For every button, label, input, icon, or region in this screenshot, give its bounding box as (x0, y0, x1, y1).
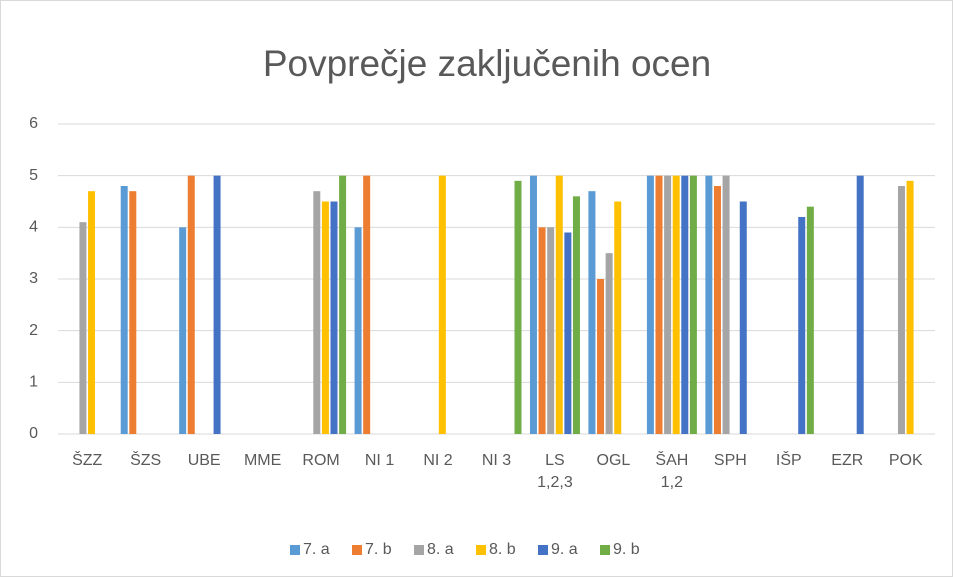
legend-label: 8. a (427, 541, 454, 558)
bar (664, 175, 672, 434)
bar (798, 217, 806, 434)
bar (438, 175, 446, 434)
legend-swatch (352, 545, 362, 555)
x-tick-label: ROM (302, 452, 340, 469)
x-tick-label: ŠAH 1,2 (655, 452, 689, 491)
bar (722, 175, 730, 434)
bar (897, 186, 905, 434)
bar (689, 175, 697, 434)
legend-label: 7. b (365, 541, 392, 558)
bar (597, 279, 605, 434)
x-tick-label: ŠZZ (72, 452, 103, 469)
bar (339, 175, 347, 434)
x-tick-label: SPH (713, 452, 747, 469)
bar (681, 175, 689, 434)
legend-swatch (538, 545, 548, 555)
bar (672, 175, 680, 434)
bar (120, 186, 128, 434)
bar (614, 201, 622, 434)
x-tick-label: MME (243, 452, 282, 469)
bar (547, 227, 555, 434)
legend-swatch (290, 545, 300, 555)
bar (655, 175, 663, 434)
x-tick-label: OGL (596, 452, 631, 469)
x-tick-label: EZR (831, 452, 864, 469)
bar (538, 227, 546, 434)
y-tick-label: 2 (29, 322, 38, 339)
bar (555, 175, 563, 434)
bar (713, 186, 721, 434)
legend-label: 7. a (303, 541, 330, 558)
x-tick-label: NI 2 (423, 452, 453, 469)
legend-swatch (414, 545, 424, 555)
bar (906, 180, 914, 434)
x-tick-label: UBE (187, 452, 221, 469)
y-tick-label: 3 (29, 270, 38, 287)
legend-swatch (600, 545, 610, 555)
bar (179, 227, 187, 434)
bar (605, 253, 613, 434)
bar (321, 201, 329, 434)
bar (79, 222, 87, 434)
bar (330, 201, 338, 434)
y-tick-label: 5 (29, 167, 38, 184)
bar (564, 232, 572, 434)
x-tick-label: ŠZS (130, 452, 162, 469)
chart-title: Povprečje zaključenih ocen (263, 43, 711, 84)
bar (739, 201, 747, 434)
bar (529, 175, 537, 434)
bar (514, 180, 522, 434)
bar (129, 191, 137, 434)
bar (313, 191, 321, 434)
y-tick-label: 1 (29, 374, 38, 391)
bar (88, 191, 96, 434)
bar (806, 206, 814, 434)
bar (187, 175, 195, 434)
bar (363, 175, 371, 434)
legend-label: 9. b (613, 541, 640, 558)
bar (705, 175, 713, 434)
bar (856, 175, 864, 434)
bar (588, 191, 596, 434)
y-tick-label: 6 (29, 115, 38, 132)
bar (354, 227, 362, 434)
legend-label: 9. a (551, 541, 578, 558)
x-tick-label: NI 3 (481, 452, 512, 469)
x-tick-label: IŠP (775, 452, 802, 469)
y-tick-label: 4 (29, 219, 38, 236)
x-tick-label: LS 1,2,3 (537, 452, 573, 491)
x-tick-label: POK (888, 452, 923, 469)
legend-swatch (476, 545, 486, 555)
y-tick-label: 0 (29, 425, 38, 442)
legend-label: 8. b (489, 541, 516, 558)
bar (646, 175, 654, 434)
x-tick-label: NI 1 (364, 452, 395, 469)
bar (572, 196, 580, 434)
bar (213, 175, 221, 434)
